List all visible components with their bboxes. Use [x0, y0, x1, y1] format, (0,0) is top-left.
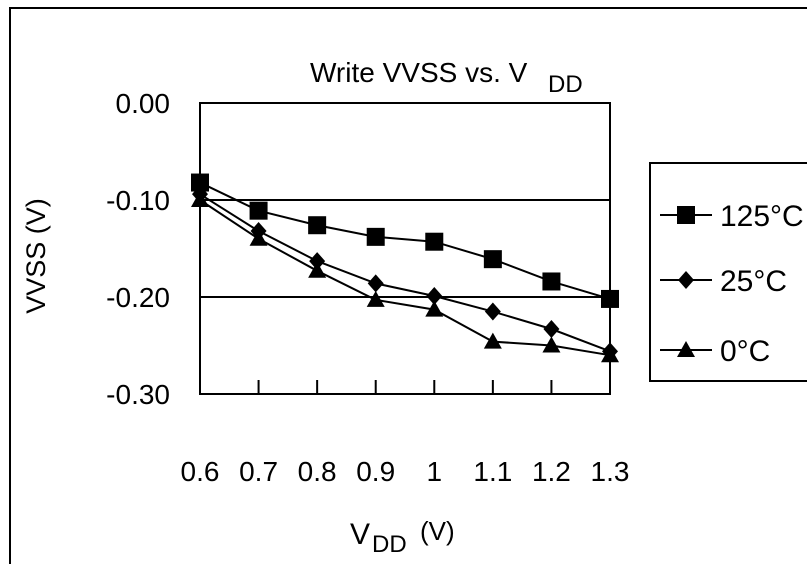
x-tick-label: 1.1	[473, 456, 512, 487]
square-marker	[366, 227, 385, 246]
square-marker	[425, 232, 444, 251]
y-tick-label: -0.30	[106, 379, 170, 410]
gridlines	[200, 199, 610, 298]
triangle-marker	[191, 191, 209, 207]
legend-square-marker	[677, 206, 695, 224]
triangle-marker	[601, 346, 619, 363]
x-axis-ticks	[199, 380, 611, 394]
legend-triangle-marker	[677, 341, 695, 357]
square-marker	[249, 201, 268, 220]
y-axis-label: VVSS (V)	[21, 198, 51, 314]
series-group	[191, 173, 619, 363]
legend-label: 0°C	[720, 335, 770, 368]
y-axis-tick-labels: 0.00 -0.10 -0.20 -0.30	[106, 88, 170, 410]
diamond-marker	[426, 287, 443, 306]
square-marker	[191, 173, 209, 192]
triangle-marker	[542, 336, 561, 353]
diamond-marker	[309, 252, 326, 271]
legend-diamond-marker	[678, 271, 694, 289]
x-axis-tick-labels: 0.6 0.7 0.8 0.9 1 1.1 1.2 1.3	[181, 456, 630, 487]
diamond-marker	[543, 320, 560, 339]
triangle-marker	[425, 300, 444, 317]
series-line	[199, 181, 611, 300]
square-marker	[542, 272, 561, 291]
x-axis-label-sub: DD	[372, 531, 407, 558]
title-main: Write VVSS vs. V	[310, 57, 528, 88]
chart-border	[9, 7, 807, 564]
x-tick-label: 1.3	[591, 456, 630, 487]
series-line	[199, 193, 611, 353]
triangle-marker	[249, 229, 268, 246]
legend-item-25-c: 25°C	[660, 265, 787, 298]
x-axis-label-main: V	[350, 518, 370, 551]
diamond-marker	[367, 274, 384, 293]
y-tick-label: -0.10	[106, 185, 170, 216]
y-tick-label: -0.20	[106, 282, 170, 313]
x-tick-label: 0.6	[181, 456, 220, 487]
series-125-c	[191, 173, 619, 308]
legend-item-0-c: 0°C	[660, 335, 770, 368]
triangle-marker	[308, 261, 327, 278]
triangle-marker	[366, 290, 385, 307]
x-tick-label: 0.8	[298, 456, 337, 487]
legend-box	[649, 162, 807, 382]
title-sub: DD	[548, 71, 583, 98]
x-tick-label: 0.7	[239, 456, 278, 487]
x-tick-label: 1	[426, 456, 442, 487]
x-tick-label: 0.9	[356, 456, 395, 487]
y-tick-label: 0.00	[116, 88, 171, 119]
legend: 125°C 25°C 0°C	[649, 162, 807, 382]
x-axis-label-unit: (V)	[420, 516, 455, 546]
square-marker	[483, 250, 502, 269]
legend-item-125-c: 125°C	[660, 200, 804, 233]
legend-label: 25°C	[720, 265, 787, 298]
series-line	[199, 199, 611, 357]
plot-area	[199, 102, 611, 395]
triangle-marker	[483, 332, 502, 349]
diamond-marker	[484, 302, 501, 321]
x-tick-label: 1.2	[532, 456, 571, 487]
square-marker	[308, 216, 327, 235]
legend-label: 125°C	[720, 200, 804, 233]
series-0-c	[191, 191, 619, 363]
x-axis-label: V DD (V)	[350, 516, 455, 558]
chart-title: Write VVSS vs. V DD	[310, 57, 583, 98]
square-marker	[601, 289, 619, 308]
